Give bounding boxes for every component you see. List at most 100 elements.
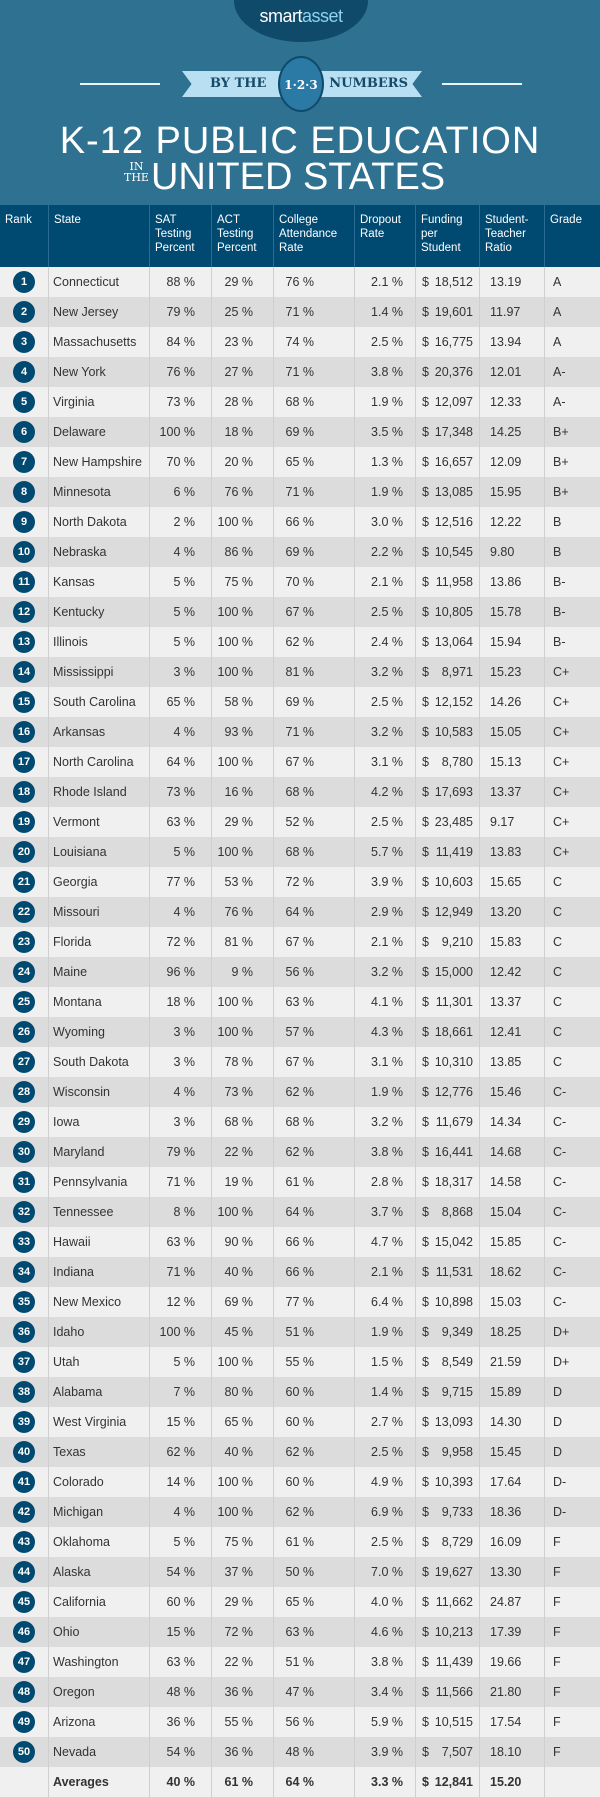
funding-cell: $10,898 (416, 1287, 480, 1317)
state-cell: Kansas (49, 567, 150, 597)
funding-value: 10,898 (434, 1295, 473, 1309)
dropout-cell: 3.2 % (355, 1107, 416, 1137)
act-cell: 100 % (212, 987, 274, 1017)
college-cell: 63 % (274, 1617, 355, 1647)
dropout-avg: 3.3 % (355, 1767, 416, 1797)
sat-avg: 40 % (150, 1767, 212, 1797)
funding-cell: $8,549 (416, 1347, 480, 1377)
state-cell: New Hampshire (49, 447, 150, 477)
col-act: ACT Testing Percent (212, 205, 274, 267)
ratio-cell: 15.78 (480, 597, 545, 627)
ratio-cell: 18.25 (480, 1317, 545, 1347)
sat-cell: 4 % (150, 717, 212, 747)
ratio-cell: 14.25 (480, 417, 545, 447)
rank-badge: 38 (13, 1381, 35, 1403)
act-cell: 29 % (212, 1587, 274, 1617)
state-cell: Montana (49, 987, 150, 1017)
funding-cell: $11,958 (416, 567, 480, 597)
currency-symbol: $ (422, 695, 429, 709)
dropout-cell: 2.2 % (355, 537, 416, 567)
college-cell: 71 % (274, 717, 355, 747)
grade-cell: D- (553, 1475, 567, 1489)
funding-cell: $16,441 (416, 1137, 480, 1167)
dropout-cell: 3.5 % (355, 417, 416, 447)
act-cell: 76 % (212, 897, 274, 927)
rank-cell: 49 (0, 1707, 49, 1737)
funding-value: 12,097 (434, 395, 473, 409)
act-cell: 36 % (212, 1677, 274, 1707)
sat-cell: 36 % (150, 1707, 212, 1737)
state-cell: Colorado (49, 1467, 150, 1497)
sat-cell: 64 % (150, 747, 212, 777)
funding-cell: $20,376 (416, 357, 480, 387)
currency-symbol: $ (422, 1025, 429, 1039)
grade-cell: F (553, 1685, 561, 1699)
funding-value: 13,085 (434, 485, 473, 499)
rank-cell: 5 (0, 387, 49, 417)
state-cell: South Carolina (49, 687, 150, 717)
title-line2: UNITED STATES (150, 156, 446, 198)
funding-value: 9,715 (441, 1385, 473, 1399)
sat-cell: 15 % (150, 1617, 212, 1647)
rank-cell: 2 (0, 297, 49, 327)
funding-cell: $11,531 (416, 1257, 480, 1287)
grade-cell: C+ (553, 845, 570, 859)
college-cell: 57 % (274, 1017, 355, 1047)
funding-value: 11,439 (435, 1655, 473, 1669)
act-cell: 100 % (212, 1467, 274, 1497)
smartasset-logo: smartasset (234, 0, 368, 42)
rank-badge: 36 (13, 1321, 35, 1343)
act-cell: 20 % (212, 447, 274, 477)
funding-cell: $9,733 (416, 1497, 480, 1527)
dropout-cell: 4.2 % (355, 777, 416, 807)
table-row: 39 West Virginia 15 % 65 % 60 % 2.7 % $13,093 1… (0, 1407, 600, 1437)
rank-cell: 7 (0, 447, 49, 477)
rank-badge: 46 (13, 1621, 35, 1643)
table-row: 31 Pennsylvania 71 % 19 % 61 % 2.8 % $18,317 14… (0, 1167, 600, 1197)
funding-value: 16,657 (434, 455, 473, 469)
ratio-cell: 15.85 (480, 1227, 545, 1257)
college-cell: 56 % (274, 957, 355, 987)
grade-cell: F (553, 1535, 561, 1549)
state-cell: Mississippi (49, 657, 150, 687)
rank-badge: 19 (13, 811, 35, 833)
state-cell: Maryland (49, 1137, 150, 1167)
funding-value: 9,958 (441, 1445, 473, 1459)
grade-cell: C (553, 875, 563, 889)
currency-symbol: $ (422, 485, 429, 499)
rank-badge: 32 (13, 1201, 35, 1223)
funding-value: 8,549 (441, 1355, 473, 1369)
grade-cell: A- (553, 365, 566, 379)
funding-cell: $10,603 (416, 867, 480, 897)
college-cell: 70 % (274, 567, 355, 597)
dropout-cell: 3.1 % (355, 747, 416, 777)
funding-value: 17,348 (434, 425, 473, 439)
sat-cell: 79 % (150, 297, 212, 327)
currency-symbol: $ (422, 1745, 429, 1759)
funding-value: 18,661 (434, 1025, 473, 1039)
act-cell: 28 % (212, 387, 274, 417)
grade-cell: C- (553, 1175, 567, 1189)
dropout-cell: 2.9 % (355, 897, 416, 927)
rank-badge: 41 (13, 1471, 35, 1493)
dropout-cell: 3.1 % (355, 1047, 416, 1077)
rank-cell: 12 (0, 597, 49, 627)
sat-cell: 63 % (150, 1227, 212, 1257)
college-cell: 66 % (274, 507, 355, 537)
table-row: 34 Indiana 71 % 40 % 66 % 2.1 % $11,531 18.62 C- (0, 1257, 600, 1287)
currency-symbol: $ (422, 1295, 429, 1309)
rank-badge: 6 (13, 421, 35, 443)
state-cell: New York (49, 357, 150, 387)
dropout-cell: 3.7 % (355, 1197, 416, 1227)
rank-cell: 39 (0, 1407, 49, 1437)
grade-cell: D (553, 1415, 563, 1429)
table-body: 1 Connecticut 88 % 29 % 76 % 2.1 % $18,512 13.1… (0, 267, 600, 1797)
currency-symbol: $ (422, 1265, 429, 1279)
college-cell: 62 % (274, 627, 355, 657)
state-cell: Florida (49, 927, 150, 957)
sat-cell: 12 % (150, 1287, 212, 1317)
state-cell: California (49, 1587, 150, 1617)
table-row: 28 Wisconsin 4 % 73 % 62 % 1.9 % $12,776 15.46 C… (0, 1077, 600, 1107)
funding-cell: $9,210 (416, 927, 480, 957)
table-row: 37 Utah 5 % 100 % 55 % 1.5 % $8,549 21.59 D+ (0, 1347, 600, 1377)
